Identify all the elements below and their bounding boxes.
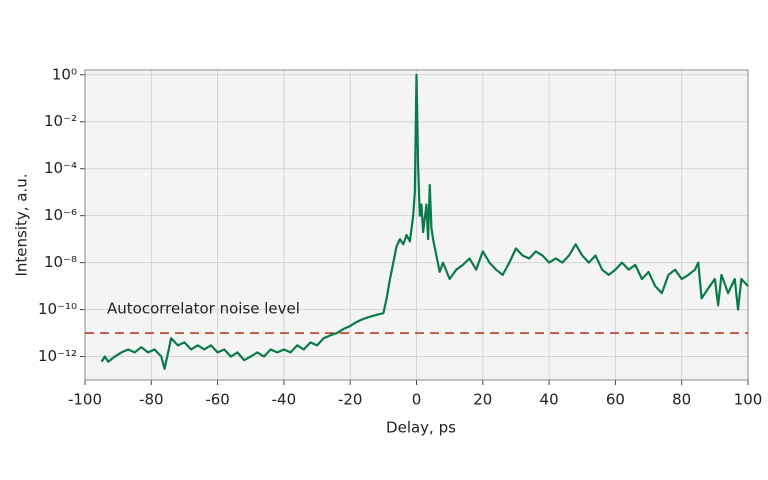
x-tick-label: 40 [540, 391, 559, 409]
data-line [100, 73, 749, 370]
y-axis-label: Intensity, a.u. [13, 173, 31, 276]
y-tick-label: 10⁻¹⁰ [38, 300, 77, 318]
y-tick-label: 10⁻¹² [38, 347, 77, 365]
x-tick-label: -60 [205, 391, 230, 409]
x-tick-label: 20 [473, 391, 492, 409]
y-tick-label: 10⁻⁶ [44, 206, 77, 224]
y-tick-label: 10⁰ [52, 65, 77, 83]
reference-label: Autocorrelator noise level [107, 300, 300, 318]
x-tick-label: 60 [606, 391, 625, 409]
x-axis-label: Delay, ps [386, 419, 456, 437]
x-tick-label: 100 [734, 391, 763, 409]
x-tick-label: -100 [68, 391, 102, 409]
x-tick-label: 0 [412, 391, 422, 409]
x-tick-label: 80 [672, 391, 691, 409]
y-tick-label: 10⁻⁸ [44, 253, 77, 271]
plot-frame [84, 69, 749, 381]
y-tick-label: 10⁻² [44, 112, 77, 130]
y-tick-label: 10⁻⁴ [44, 159, 77, 177]
x-tick-label: -20 [338, 391, 363, 409]
x-tick-label: -40 [272, 391, 297, 409]
x-tick-label: -80 [139, 391, 164, 409]
